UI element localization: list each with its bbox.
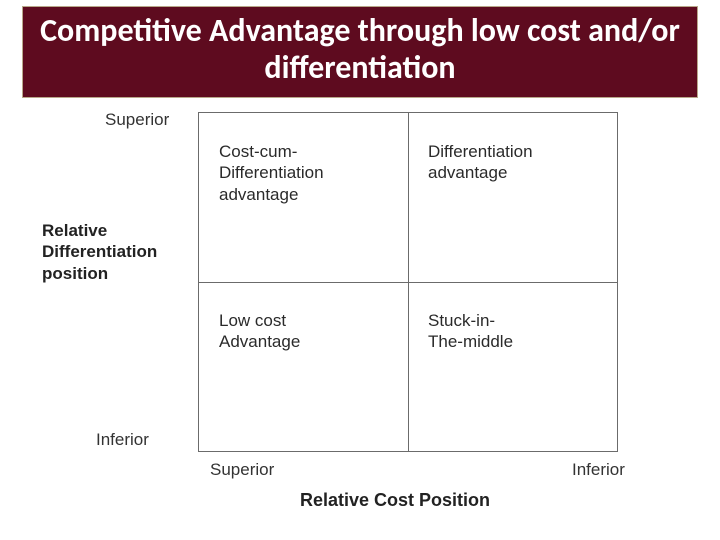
cell-bottom-left: Low costAdvantage (199, 282, 408, 451)
slide: Competitive Advantage through low cost a… (0, 0, 720, 540)
strategy-matrix: Cost-cum-Differentiationadvantage Differ… (198, 112, 618, 452)
title-bar: Competitive Advantage through low cost a… (22, 6, 698, 98)
y-axis-top-label: Superior (105, 110, 169, 130)
cell-top-right: Differentiationadvantage (408, 113, 617, 282)
cell-bottom-right: Stuck-in-The-middle (408, 282, 617, 451)
x-axis-right-label: Inferior (572, 460, 625, 480)
y-axis-bottom-label: Inferior (96, 430, 149, 450)
x-axis-title: Relative Cost Position (300, 490, 490, 511)
slide-title: Competitive Advantage through low cost a… (33, 13, 687, 87)
cell-top-left: Cost-cum-Differentiationadvantage (199, 113, 408, 282)
x-axis-left-label: Superior (210, 460, 274, 480)
y-axis-title: Relative Differentiation position (42, 220, 182, 284)
